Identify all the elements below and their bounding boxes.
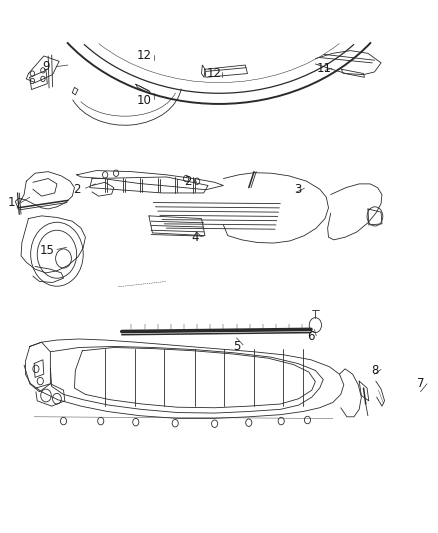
Text: 7: 7 [417, 377, 424, 390]
Text: 9: 9 [42, 60, 50, 73]
Text: 12: 12 [137, 50, 152, 62]
Text: 2: 2 [73, 183, 81, 196]
Text: 8: 8 [371, 364, 378, 377]
Text: 2: 2 [184, 175, 192, 188]
Text: 15: 15 [40, 244, 55, 257]
Text: 1: 1 [7, 196, 15, 209]
Text: 10: 10 [137, 94, 152, 107]
Text: 5: 5 [233, 340, 240, 353]
Text: 11: 11 [317, 62, 332, 75]
Text: 12: 12 [207, 67, 222, 80]
Text: 6: 6 [307, 330, 315, 343]
Text: 3: 3 [294, 183, 301, 196]
Text: 4: 4 [191, 231, 199, 244]
